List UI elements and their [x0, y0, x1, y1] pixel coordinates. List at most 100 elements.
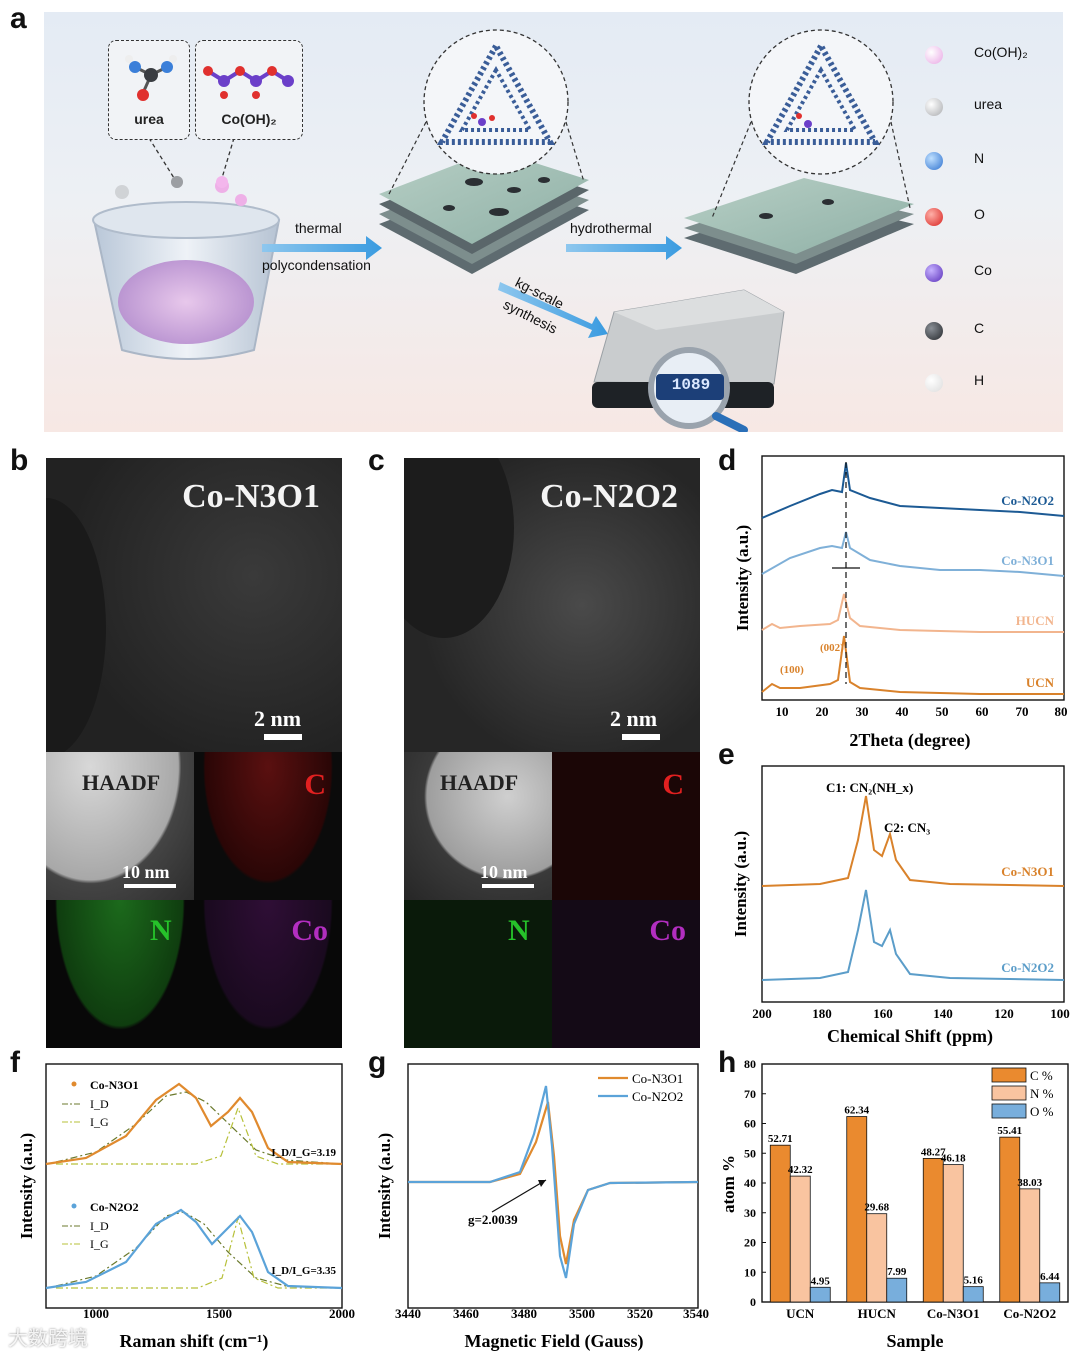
y-axis-title: Intensity (a.u.): [733, 525, 752, 631]
series-line-co-n2o2: [761, 889, 1065, 981]
x-tick-label: 20: [816, 704, 829, 719]
legend-swatch-n: [991, 1085, 1027, 1101]
x-axis-title: Magnetic Field (Gauss): [465, 1331, 644, 1352]
element-label-c: C: [662, 768, 684, 801]
legend-marker-co-n2o2: [71, 1203, 77, 1209]
legend-label-n: N %: [1030, 1086, 1054, 1101]
annotation-arrow: [491, 1179, 547, 1213]
oxygen-ball-icon: [925, 208, 943, 226]
bar-o-hucn: [886, 1277, 908, 1303]
ratio-label-co-n2o2: I_D/I_G=3.35: [271, 1265, 336, 1277]
x-tick-label: 60: [976, 704, 989, 719]
x-tick-label: 3520: [627, 1306, 653, 1321]
legend-item-urea: urea: [924, 96, 1054, 126]
bar-value-label: 4.95: [811, 1275, 831, 1287]
arrow-thermal: [262, 236, 382, 260]
bar-c-co-n2o2: [999, 1136, 1021, 1303]
x-tick-label: HUCN: [858, 1306, 897, 1321]
scale-bar: [622, 734, 660, 740]
falling-urea: [115, 185, 129, 199]
bar-c-co-n3o1: [922, 1157, 944, 1303]
urea-box-label: urea: [134, 111, 164, 127]
series-label-co-n3o1: Co-N3O1: [1001, 553, 1054, 568]
y-axis-title: Intensity (a.u.): [375, 1133, 394, 1239]
precursor-powder: [118, 260, 254, 344]
y-tick-label: 70: [744, 1087, 756, 1101]
bar-n-co-n3o1: [942, 1164, 964, 1303]
series-line-co-n2o2: [408, 1085, 699, 1279]
plot-frame: [45, 1063, 343, 1309]
y-axis-title: atom %: [722, 1155, 738, 1213]
nitrogen-ball-icon: [925, 152, 943, 170]
fit-line-id-co-n3o1: [55, 1091, 343, 1165]
x-tick-labels: 3440 3460 3480 3500 3520 3540: [395, 1306, 709, 1321]
urea-molecule-box: urea: [108, 40, 190, 140]
legend-swatch-c: [991, 1067, 1027, 1083]
image-title: Co-N3O1: [182, 478, 320, 515]
x-tick-label: 140: [933, 1006, 953, 1021]
x-axis-title: Raman shift (cm⁻¹): [120, 1331, 269, 1352]
scale-bar-label: 2 nm: [610, 706, 658, 731]
peak-label-002: (002): [820, 642, 844, 654]
x-tick-label: 200: [752, 1006, 772, 1021]
legend-title-co-n2o2: Co-N2O2: [90, 1200, 139, 1214]
element-label-n: N: [508, 914, 530, 947]
cooh-molecule-box: Co(OH)₂: [195, 40, 303, 140]
haadf-image-co-n3o1: Co-N3O1 2 nm: [46, 458, 342, 752]
x-tick-label: Co-N2O2: [1003, 1306, 1056, 1321]
y-tick-label: 60: [744, 1117, 756, 1131]
fit-line-ig-co-n3o1: [56, 1106, 342, 1165]
y-tick-label: 20: [744, 1236, 756, 1250]
bar-n-hucn: [866, 1213, 888, 1303]
cooh-box-label: Co(OH)₂: [221, 111, 277, 127]
ratio-label-co-n3o1: I_D/I_G=3.19: [271, 1147, 336, 1159]
x-tick-labels: 10 20 30 40 50 60 70 80: [776, 704, 1068, 719]
schematic-panel: urea Co(OH)₂ thermal polycondensation hy…: [44, 12, 1063, 432]
legend-swatch-o: [991, 1103, 1027, 1119]
y-axis-title: Intensity (a.u.): [731, 831, 750, 937]
bar-value-label: 5.16: [964, 1275, 984, 1287]
cobalt-ball-icon: [925, 264, 943, 282]
element-label-co: Co: [649, 914, 686, 947]
schematic-art: [92, 29, 914, 432]
raman-chart: Co-N3O1 I_D I_G Co-N2O2 I_D I_G I_D/I_G=…: [17, 1063, 355, 1352]
legend-label-id: I_D: [90, 1219, 109, 1233]
x-tick-label: 3480: [511, 1306, 537, 1321]
legend-item-co: Co: [924, 262, 1054, 292]
bar-value-label: 38.03: [1017, 1177, 1042, 1189]
x-tick-label: 3460: [453, 1306, 479, 1321]
bar-value-label: 6.44: [1040, 1271, 1060, 1283]
panel-label-e: e: [718, 738, 735, 771]
eds-map-carbon-co-n2o2: C: [552, 752, 700, 900]
bar-value-label: 29.68: [864, 1202, 889, 1214]
eds-map-nitrogen-co-n2o2: N: [404, 900, 552, 1048]
bar-value-label: 42.32: [788, 1164, 813, 1176]
zoom-molecular-structure-1: [387, 29, 585, 197]
bar-value-label: 48.27: [921, 1146, 946, 1158]
plot-frame: [761, 765, 1065, 1003]
elemental-composition-chart: 0 10 20 30 40 50 60 70 80 52.71 42.32 4.95 62.34 29.…: [722, 1057, 1069, 1351]
bar-value-label: 55.41: [997, 1125, 1022, 1137]
cooh-ball-icon: [925, 46, 943, 64]
image-title: Co-N2O2: [540, 478, 678, 515]
legend-label-c: C %: [1030, 1068, 1053, 1083]
scale-bar-label: 10 nm: [480, 862, 528, 882]
x-tick-label: 70: [1016, 704, 1029, 719]
hydrothermal-sheet-stack: [684, 178, 914, 274]
scale-bar: [124, 884, 176, 888]
legend: C % N % O %: [991, 1067, 1054, 1119]
legend-label-co-n2o2: Co-N2O2: [632, 1089, 683, 1104]
y-tick-label: 40: [744, 1176, 756, 1190]
bar-o-co-n2o2: [1039, 1282, 1061, 1303]
y-tick-label: 50: [744, 1146, 756, 1160]
arrow-kg-scale: [498, 282, 608, 338]
legend-item-c: C: [924, 320, 1054, 350]
legend-label-o: O %: [1030, 1104, 1054, 1119]
carbon-nitride-sheet-stack: [379, 150, 589, 274]
legend-item-n: N: [924, 150, 1054, 180]
x-tick-label: 30: [856, 704, 869, 719]
hydrogen-ball-icon: [925, 374, 943, 392]
x-tick-label: 3440: [395, 1306, 421, 1321]
x-tick-labels: 200 180 160 140 120 100: [752, 1006, 1070, 1021]
